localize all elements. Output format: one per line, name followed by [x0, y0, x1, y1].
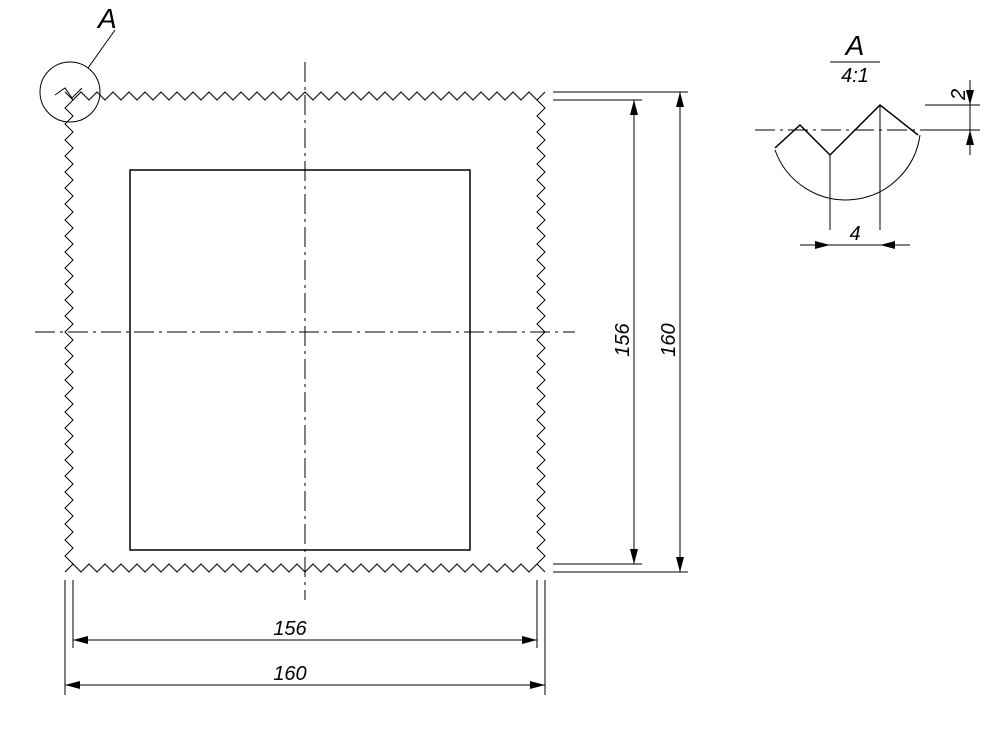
callout-break [55, 88, 82, 98]
inner-rectangle [130, 170, 470, 550]
arrow-icon [630, 100, 638, 115]
arrow-icon [630, 549, 638, 564]
arrow-icon [966, 130, 974, 145]
arrow-icon [65, 681, 80, 689]
callout-label: A [96, 3, 117, 34]
engineering-drawing: A 156 160 156 160 [0, 0, 1000, 736]
detail-clip-arc [775, 135, 920, 200]
detail-scale: 4:1 [841, 65, 869, 87]
arrow-icon [676, 557, 684, 572]
arrow-icon [73, 636, 88, 644]
dim-160-bottom: 160 [273, 663, 306, 685]
detail-label: A [844, 30, 865, 61]
arrow-icon [676, 92, 684, 107]
dim-detail-4: 4 [849, 223, 860, 245]
main-view: A [35, 3, 575, 600]
dim-156-right: 156 [612, 322, 634, 356]
dim-detail-2: 2 [948, 89, 970, 101]
arrow-icon [815, 241, 830, 249]
arrow-icon [880, 241, 895, 249]
dim-156-bottom: 156 [273, 618, 307, 640]
arrow-icon [530, 681, 545, 689]
detail-view: A 4:1 4 2 [755, 30, 980, 249]
dim-160-right: 160 [658, 323, 680, 356]
callout-leader [88, 30, 115, 68]
arrow-icon [522, 636, 537, 644]
